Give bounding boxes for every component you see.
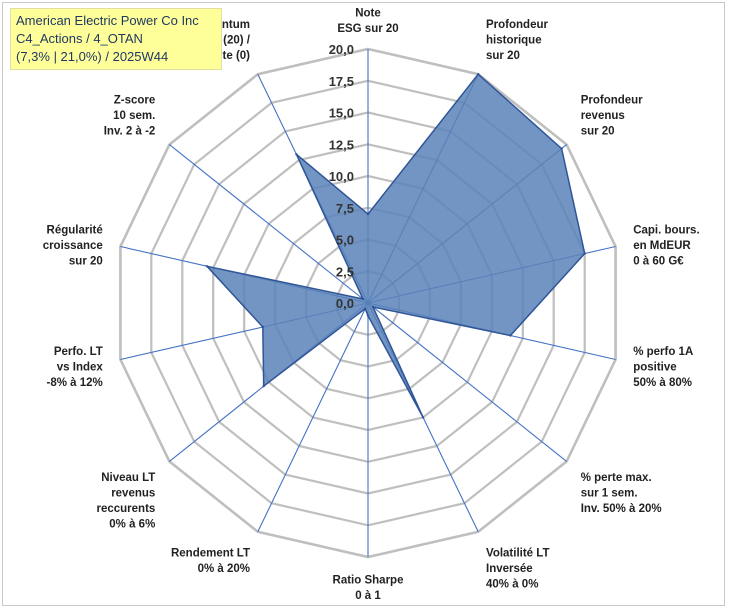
data-point (361, 297, 365, 301)
tick-label: 2,5 (336, 264, 354, 279)
axis-label: sur 20 (69, 256, 103, 268)
axis-label: -8% à 12% (47, 377, 103, 389)
axis-label: 50% à 80% (633, 377, 692, 389)
axis-label: 10 sem. (113, 110, 155, 122)
axis-spoke (257, 302, 369, 533)
axis-label: sur 1 sem. (581, 488, 638, 500)
tick-label: 10,0 (329, 169, 354, 184)
data-point (477, 73, 480, 76)
tick-label: 12,5 (329, 137, 354, 152)
tick-label: 0,0 (336, 296, 354, 311)
axis-label: 0 à 1 (355, 590, 381, 602)
axis-label: reccurents (96, 503, 155, 515)
data-point (560, 147, 563, 150)
axis-label: revenus (111, 488, 155, 500)
axis-label: Profondeur (486, 19, 548, 31)
data-point (205, 265, 209, 268)
axis-label: Note (355, 8, 381, 20)
axis-label: croissance (43, 240, 103, 252)
axis-label: Inv. 50% à 20% (581, 503, 662, 515)
tick-label: 15,0 (329, 106, 354, 121)
axis-label: positive (633, 361, 676, 373)
axis-label: en MdEUR (633, 240, 691, 252)
axis-label: 0% à 6% (109, 519, 155, 531)
data-point (261, 325, 264, 329)
axis-label: historique (486, 34, 542, 46)
tick-label: 5,0 (336, 233, 354, 248)
data-point (364, 307, 367, 310)
axis-label: Régularité (47, 225, 103, 237)
axis-label: Ratio Sharpe (333, 575, 404, 587)
tick-label: 17,5 (329, 74, 354, 89)
data-point (421, 416, 425, 419)
axis-label: sur 20 (581, 125, 615, 137)
axis-label: % perfo 1A (633, 346, 693, 358)
data-point (366, 314, 370, 317)
data-point (295, 153, 298, 156)
axis-label: Inv. 2 à -2 (104, 125, 156, 137)
chart-title-company: American Electric Power Co Inc (16, 13, 199, 28)
axis-label: sur 20 (486, 50, 520, 62)
axis-label: Inversée (486, 563, 533, 575)
data-series-area (204, 73, 586, 418)
chart-title-box: American Electric Power Co Inc C4_Action… (10, 8, 222, 70)
axis-label: Z-score (114, 94, 156, 106)
axis-spoke (169, 144, 369, 304)
axis-label: Perfo. LT (54, 346, 103, 358)
axis-label: 40% à 0% (486, 579, 538, 591)
data-point (371, 305, 375, 309)
axis-spoke (367, 302, 567, 462)
axis-label: ESG sur 20 (337, 23, 398, 35)
data-point (262, 384, 265, 388)
data-point (366, 212, 370, 216)
axis-label: Rendement LT (171, 548, 250, 560)
axis-label: 0 à 60 G€ (633, 256, 684, 268)
tick-label: 7,5 (336, 201, 354, 216)
data-point (583, 252, 586, 255)
axis-label: Profondeur (581, 94, 643, 106)
axis-label: 0% à 20% (198, 563, 250, 575)
tick-label: 20,0 (329, 42, 354, 57)
axis-label: Capi. bours. (633, 225, 699, 237)
axis-label: Niveau LT (101, 472, 155, 484)
data-point (509, 334, 512, 337)
axis-label: vs Index (57, 361, 104, 373)
axis-label: % perte max. (581, 472, 652, 484)
chart-title-category: C4_Actions / 4_OTAN (16, 31, 143, 46)
axis-label: revenus (581, 110, 625, 122)
axis-label: Volatilité LT (486, 548, 549, 560)
chart-title-stats: (7,3% | 21,0%) / 2025W44 (16, 49, 169, 64)
